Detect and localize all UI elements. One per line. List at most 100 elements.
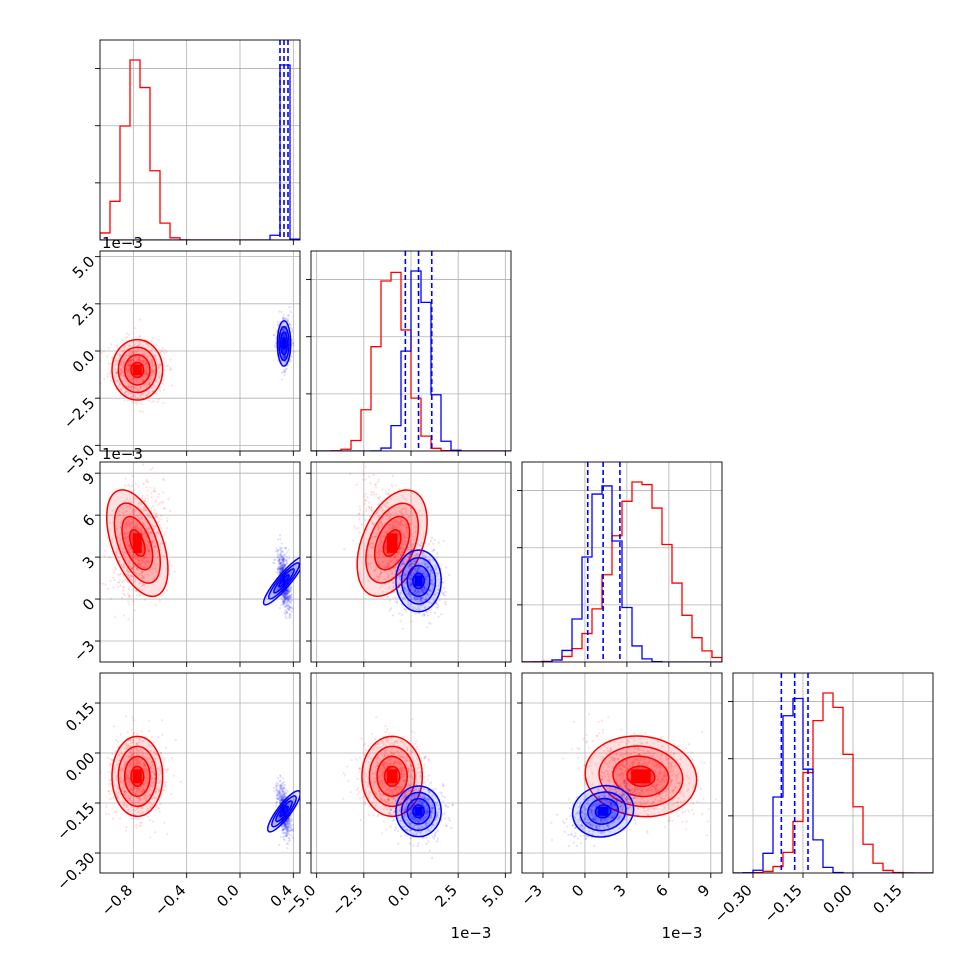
scatter-point [124,536,127,540]
scatter-point [152,539,155,543]
scatter-point [127,359,131,363]
scatter-point [288,323,291,326]
scatter-point [121,365,124,368]
scatter-point [135,522,138,526]
scatter-point [289,586,292,589]
scatter-point [284,596,287,599]
scatter-point [376,526,380,529]
scatter-point [121,589,124,592]
scatter-point [107,770,110,774]
scatter-point [127,594,131,598]
scatter-point [281,328,285,331]
scatter-point [114,363,118,366]
scatter-point [429,622,432,625]
scatter-point [125,569,129,572]
scatter-point [371,522,374,525]
scatter-point [124,557,127,560]
scatter-point [385,513,388,516]
scatter-point [161,500,164,503]
scatter-point [115,553,118,556]
scatter-point [288,613,291,616]
scatter-point [281,563,284,567]
scatter-point [148,383,151,386]
scatter-point [110,597,113,600]
scatter-point [137,587,140,590]
scatter-point [125,497,129,500]
scatter-point [146,513,149,516]
scatter-point [374,532,378,535]
scatter-point [409,578,412,581]
scatter-point [109,379,112,382]
scatter-point [280,566,283,569]
scatter-point [150,339,154,342]
scatter-point [134,525,137,528]
scatter-point [143,361,147,364]
scatter-point [130,387,133,390]
scatter-point [282,602,285,606]
scatter-point [279,562,283,565]
scatter-point [141,577,144,580]
scatter-point [282,356,286,359]
scatter-point [148,549,151,553]
scatter-point [125,523,128,526]
scatter-point [124,578,127,581]
scatter-point [287,604,290,607]
scatter-point [129,551,132,554]
scatter-point [147,550,150,553]
scatter-point [393,566,396,569]
scatter-point [281,566,284,570]
scatter-point [285,611,289,614]
scatter-point [153,489,156,492]
scatter-point [401,507,404,510]
scatter-point [154,831,157,834]
scatter-point [151,541,154,544]
scatter-point [131,716,134,719]
scatter-point [145,478,148,481]
scatter-point [141,533,144,536]
scatter-point [365,507,368,510]
scatter-point [106,355,109,358]
scatter-point [283,593,286,596]
scatter-point [277,562,281,566]
scatter-point [150,539,154,542]
scatter-point [277,573,280,576]
scatter-point [153,354,156,358]
scatter-point [161,346,165,350]
scatter-point [395,512,398,515]
scatter-point [388,489,391,492]
scatter-point [398,523,401,526]
scatter-point [131,567,134,570]
scatter-point [122,592,125,596]
scatter-point [122,374,126,377]
scatter-point [279,566,283,570]
scatter-point [285,610,289,613]
scatter-point [122,374,125,378]
scatter-point [385,506,388,509]
scatter-point [396,558,399,562]
scatter-point [134,394,137,397]
scatter-point [397,541,400,544]
scatter-point [370,519,373,523]
scatter-point [128,362,132,365]
scatter-point [162,761,165,764]
scatter-point [134,508,137,512]
scatter-point [162,789,165,792]
scatter-point [150,378,153,381]
scatter-point [282,355,286,359]
scatter-point [442,539,445,542]
scatter-point [125,391,128,394]
scatter-point [145,370,148,373]
scatter-point [381,560,384,564]
scatter-point [411,559,414,562]
scatter-point [400,508,404,511]
scatter-point [145,546,148,550]
scatter-point [128,360,131,363]
scatter-point [150,358,153,362]
scatter-point [141,392,145,395]
scatter-point [108,372,111,375]
scatter-point [107,346,110,350]
scatter-point [124,336,128,340]
scatter-point [104,549,107,552]
scatter-point [130,533,133,536]
scatter-point [133,580,136,583]
